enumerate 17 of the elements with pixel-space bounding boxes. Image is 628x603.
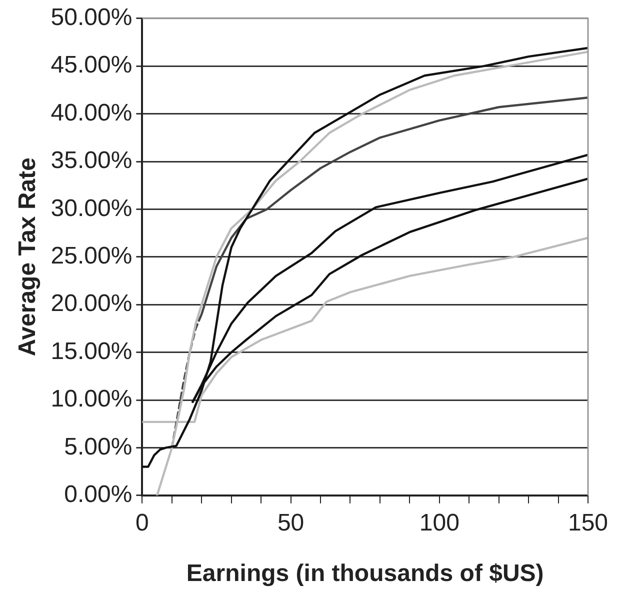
y-tick-label: 10.00% bbox=[50, 386, 132, 413]
y-tick-label: 5.00% bbox=[64, 433, 132, 460]
y-tick-label: 20.00% bbox=[50, 290, 132, 318]
y-tick-label: 35.00% bbox=[50, 147, 132, 174]
x-tick-label: 0 bbox=[136, 509, 149, 536]
x-tick-label: 50 bbox=[277, 509, 304, 536]
y-tick-label: 45.00% bbox=[50, 52, 132, 79]
x-tick-label: 150 bbox=[568, 509, 608, 536]
y-tick-label: 0.00% bbox=[64, 481, 132, 508]
y-tick-label: 40.00% bbox=[50, 99, 132, 126]
y-tick-label: 30.00% bbox=[50, 194, 132, 222]
x-axis-title: Earnings (in thousands of $US) bbox=[186, 560, 544, 588]
y-tick-label: 25.00% bbox=[50, 242, 132, 270]
y-tick-label: 15.00% bbox=[50, 338, 132, 365]
x-tick-label: 100 bbox=[419, 509, 460, 536]
y-axis-title: Average Tax Rate bbox=[14, 158, 42, 356]
y-tick-label: 50.00% bbox=[50, 4, 132, 32]
